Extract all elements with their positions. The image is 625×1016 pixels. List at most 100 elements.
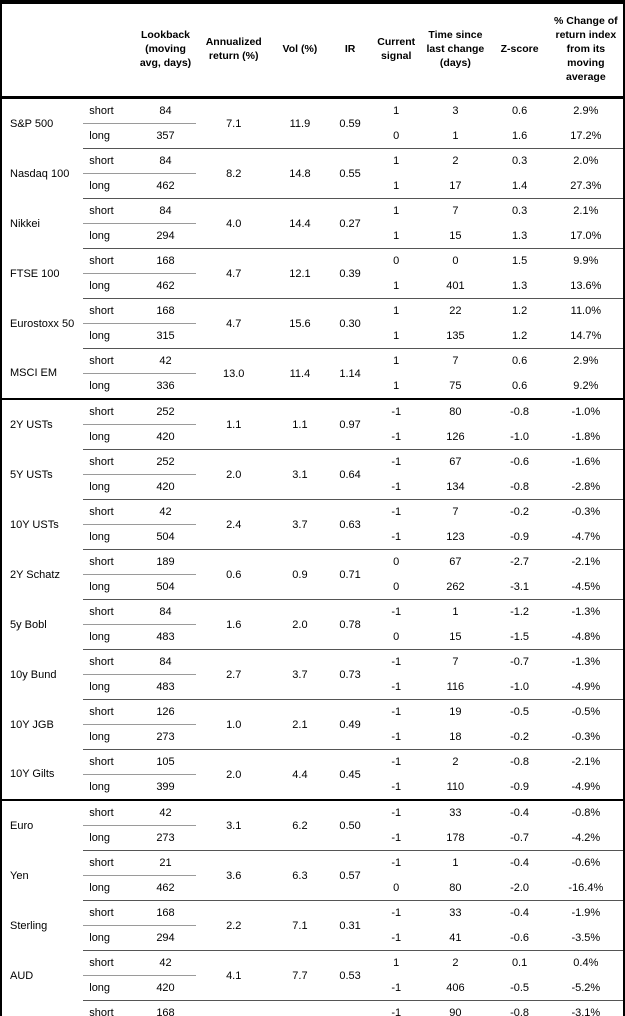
lookback-value: 273	[135, 825, 196, 851]
time-since-value: 2	[420, 950, 491, 976]
ir-value: 0.63	[328, 499, 373, 550]
table-row: long 504 0 262 -3.1 -4.5%	[1, 574, 624, 600]
leg-label: long	[83, 624, 136, 650]
table-row: S&P 500 short 84 7.1 11.9 0.59 1 3 0.6 2.9%	[1, 98, 624, 130]
time-since-value: 126	[446, 430, 465, 443]
annualized-return-value: 4.7	[195, 298, 272, 349]
table-row: Euro short 42 3.1 6.2 0.50 -1 33 -0.4 -0.8%	[1, 799, 624, 851]
ir-value: 0.45	[328, 749, 373, 800]
pct-change-value: -4.8%	[571, 630, 601, 643]
ir-value: 0.50	[328, 799, 373, 851]
signal-value: -1	[372, 850, 421, 876]
lookback-value: 42	[135, 499, 196, 525]
instrument-name: 10y Bund	[10, 668, 57, 681]
header-annualized-return: Annualized return (%)	[195, 2, 272, 99]
lookback-value: 126	[135, 699, 196, 725]
pct-change-value: -4.2%	[571, 831, 601, 844]
time-since-value: 1	[452, 129, 459, 142]
leg-label: long	[83, 424, 136, 450]
zscore-value: 0.3	[490, 198, 549, 224]
lookback-value: 294	[135, 223, 196, 249]
annualized-return-value: 1.0	[195, 699, 272, 750]
time-since-value: 134	[446, 480, 465, 493]
pct-change-value: -4.7%	[571, 530, 601, 543]
lookback-value: 84	[159, 105, 172, 117]
leg-label: long	[83, 173, 136, 199]
zscore-value: -0.2	[510, 730, 530, 743]
table-row: long 399 -1 110 -0.9 -4.9%	[1, 774, 624, 800]
table-row: Nasdaq 100 short 84 8.2 14.8 0.55 1 2 0.3 2.0%	[1, 148, 624, 199]
signal-value: 1	[372, 148, 421, 174]
vol-value: 3.1	[271, 449, 328, 500]
signal-value: 1	[393, 229, 400, 242]
leg-label: long	[83, 724, 136, 750]
signal-value: -1	[372, 699, 421, 725]
pct-change-value: 13.6%	[570, 279, 602, 292]
signal-value: -1	[372, 398, 421, 425]
time-since-value: 80	[449, 881, 462, 894]
instrument-name: 10Y Gilts	[10, 768, 55, 781]
time-since-value: 15	[449, 229, 462, 242]
instrument-name: Nikkei	[10, 217, 40, 230]
zscore-value: 1.4	[511, 179, 528, 192]
zscore-value: -2.7	[490, 549, 549, 575]
time-since-value: 123	[446, 530, 465, 543]
lookback-value: 420	[135, 474, 196, 500]
vol-value: 0.9	[271, 549, 328, 600]
instrument-name: CAD	[1, 1001, 83, 1016]
time-since-value: 116	[446, 680, 465, 693]
ir-value: 0.71	[328, 549, 373, 600]
table-row: 10Y JGB short 126 1.0 2.1 0.49 -1 19 -0.5 -0.5%	[1, 699, 624, 750]
table-row: long 420 -1 126 -1.0 -1.8%	[1, 424, 624, 450]
pct-change-value: -4.9%	[571, 780, 601, 793]
leg-label: short	[83, 900, 136, 926]
table-row: 10Y USTs short 42 2.4 3.7 0.63 -1 7 -0.2 -0.3%	[1, 499, 624, 550]
annualized-return-value: 4.7	[195, 248, 272, 299]
ir-value: 0.73	[328, 649, 373, 700]
lookback-value: 168	[135, 900, 196, 926]
time-since-value: 0	[420, 248, 491, 274]
vol-value: 14.4	[271, 198, 328, 249]
annualized-return-value: 1.1	[195, 398, 272, 450]
annualized-return-value: 2.4	[195, 499, 272, 550]
time-since-value: 178	[446, 831, 465, 844]
table-row: long 462 1 401 1.3 13.6%	[1, 273, 624, 299]
zscore-value: -0.4	[490, 799, 549, 826]
lookback-value: 273	[135, 724, 196, 750]
lookback-value: 462	[135, 173, 196, 199]
signal-value: 1	[393, 379, 400, 392]
signal-value: 1	[372, 198, 421, 224]
time-since-value: 22	[420, 298, 491, 324]
table-row: AUD short 42 4.1 7.7 0.53 1 2 0.1 0.4%	[1, 950, 624, 1001]
table-row: 10Y Gilts short 105 2.0 4.4 0.45 -1 2 -0.8 -2.1%	[1, 749, 624, 800]
signal-value: 0	[393, 129, 400, 142]
header-vol: Vol (%)	[271, 2, 328, 99]
ir-value: 0.30	[328, 298, 373, 349]
lookback-value: 420	[135, 424, 196, 450]
zscore-value: -0.8	[510, 480, 530, 493]
pct-change-value: 14.7%	[570, 329, 602, 342]
header-ir: IR	[328, 2, 373, 99]
zscore-value: -0.5	[490, 699, 549, 725]
zscore-value: 1.3	[511, 279, 528, 292]
table-row: long 483 -1 116 -1.0 -4.9%	[1, 674, 624, 700]
leg-label: short	[83, 649, 136, 675]
ir-value: 1.14	[328, 348, 373, 399]
vol-value: 6.3	[271, 850, 328, 901]
pct-change-value: -2.1%	[548, 749, 624, 775]
signal-value: -1	[372, 449, 421, 475]
leg-label: long	[83, 674, 136, 700]
table-row: long 273 -1 18 -0.2 -0.3%	[1, 724, 624, 750]
vol-value: 15.6	[271, 298, 328, 349]
signal-value: 0	[393, 630, 400, 643]
time-since-value: 41	[449, 931, 462, 944]
time-since-value: 135	[446, 329, 465, 342]
leg-label: long	[83, 925, 136, 951]
leg-label: long	[83, 774, 136, 800]
table-row: 2Y Schatz short 189 0.6 0.9 0.71 0 67 -2.7 -2.1%	[1, 549, 624, 600]
leg-label: short	[83, 549, 136, 575]
time-since-value: 7	[420, 198, 491, 224]
zscore-value: 1.6	[511, 129, 528, 142]
ir-value: 0.27	[328, 198, 373, 249]
